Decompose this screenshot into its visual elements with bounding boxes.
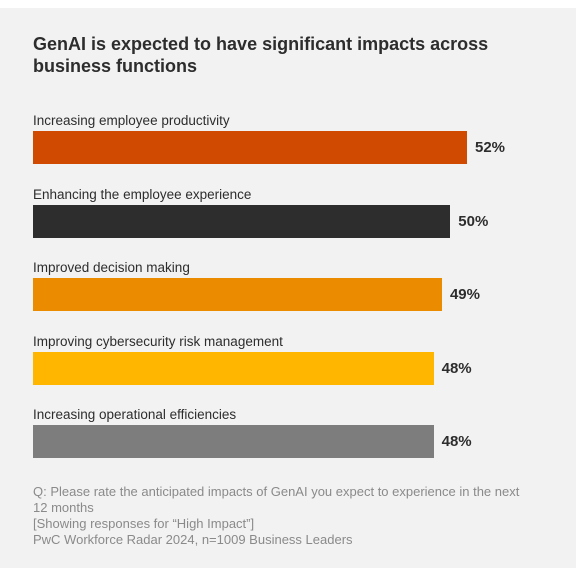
bar-label: Increasing operational efficiencies xyxy=(33,407,237,422)
footnote-note: [Showing responses for “High Impact”] xyxy=(33,516,255,531)
bar-label: Enhancing the employee experience xyxy=(33,186,252,202)
bar-value-label: 50% xyxy=(458,212,489,230)
bar-value-label: 48% xyxy=(441,359,472,377)
footnote-source: PwC Workforce Radar 2024, n=1009 Busines… xyxy=(33,532,353,547)
footnote-question: Q: Please rate the anticipated impacts o… xyxy=(33,484,520,515)
bar-label: Improved decision making xyxy=(33,260,190,275)
bar xyxy=(33,351,434,385)
bar xyxy=(33,278,442,311)
bar-label: Improving cybersecurity risk management xyxy=(33,333,283,349)
bar xyxy=(33,204,451,238)
bar xyxy=(33,425,434,458)
bar-value-label: 52% xyxy=(475,139,506,156)
bar-label: Increasing employee productivity xyxy=(33,113,230,128)
bar-value-label: 48% xyxy=(441,433,472,450)
chart-footnote: Q: Please rate the anticipated impacts o… xyxy=(33,484,533,548)
bar-value-label: 49% xyxy=(449,286,480,303)
chart-title: GenAI is expected to have significant im… xyxy=(33,34,489,76)
bar xyxy=(33,131,467,164)
